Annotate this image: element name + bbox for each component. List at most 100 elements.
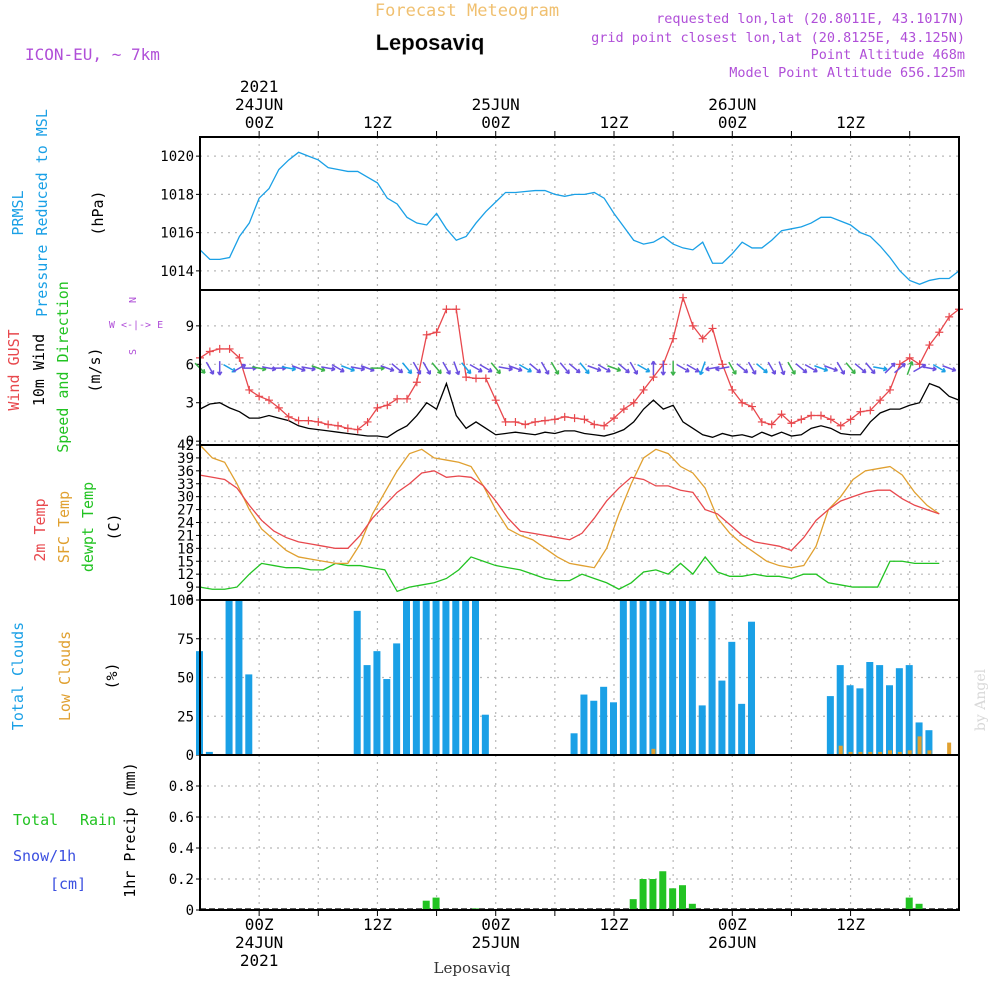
wind-direction-arrow <box>412 361 422 375</box>
gust-marker <box>836 421 845 430</box>
gust-marker <box>531 417 540 426</box>
panel-frame <box>199 136 960 291</box>
total-cloud-bar <box>432 600 440 755</box>
wind-direction-arrow <box>854 363 867 374</box>
gust-marker <box>255 392 264 401</box>
wind-gust-axis-label: Wind GUST <box>5 329 23 410</box>
gust-marker <box>669 334 678 343</box>
total-cloud-bar <box>472 600 479 755</box>
total-cloud-bar <box>669 600 677 755</box>
low-cloud-bar <box>651 748 656 755</box>
gust-marker <box>481 374 490 383</box>
gust-marker <box>728 385 737 394</box>
top-time-label: 00Z <box>245 113 274 132</box>
gust-marker <box>541 416 549 425</box>
gust-marker <box>817 411 825 420</box>
gust-marker <box>639 385 648 394</box>
wind-direction-arrow <box>301 366 316 372</box>
gust-marker <box>521 420 530 429</box>
y-tick-label: 0.2 <box>169 872 194 888</box>
gust-marker <box>334 421 342 430</box>
gust-marker <box>876 396 885 405</box>
wind-direction-arrow <box>587 365 602 373</box>
wind-direction-arrow <box>331 363 345 373</box>
total-cloud-bar <box>570 733 578 755</box>
gust-marker <box>826 415 835 424</box>
total-clouds-axis-label: Total Clouds <box>9 622 27 730</box>
wind-direction-arrow <box>836 361 846 375</box>
gust-marker <box>718 360 727 369</box>
wind-direction-arrow <box>461 362 472 375</box>
total-cloud-bar <box>649 600 657 755</box>
wind-direction-arrow <box>906 360 914 375</box>
gust-marker <box>708 324 717 333</box>
total-cloud-bar <box>688 600 696 755</box>
wind-direction-arrow <box>756 363 768 374</box>
wind-direction-arrow <box>217 361 223 376</box>
wind-direction-arrow <box>508 365 523 373</box>
y-tick-label: 1014 <box>160 264 194 280</box>
gust-marker <box>511 417 520 426</box>
low-cloud-bar <box>897 751 902 755</box>
total-cloud-bar <box>363 665 371 755</box>
total-cloud-bar <box>481 714 489 755</box>
y-tick-label: 0 <box>186 903 194 919</box>
total-cloud-bar <box>846 685 854 755</box>
y-tick-label: 30 <box>177 490 194 506</box>
total-cloud-bar <box>205 751 213 755</box>
wind-direction-arrow <box>804 363 818 373</box>
y-tick-label: 15 <box>177 554 194 570</box>
gust-marker <box>629 398 638 407</box>
gust-marker <box>560 412 569 421</box>
total-cloud-bar <box>462 600 470 755</box>
y-tick-label: 3 <box>186 396 194 412</box>
snow-unit-label: [cm] <box>50 875 86 893</box>
gust-marker <box>688 321 697 330</box>
y-tick-label: 39 <box>177 451 194 467</box>
top-year-label: 2021 <box>240 77 279 96</box>
wind-direction-arrow <box>660 361 666 376</box>
wind-direction-arrow <box>568 363 581 374</box>
total-cloud-bar <box>728 641 736 755</box>
gust-marker <box>235 353 244 362</box>
y-tick-label: 100 <box>169 593 194 609</box>
total-cloud-bar <box>610 702 617 755</box>
model-altitude: Model Point Altitude 656.125m <box>729 65 965 81</box>
total-cloud-bar <box>383 679 391 755</box>
wind-direction-arrow <box>498 366 513 372</box>
compass-north: N <box>128 297 139 303</box>
rain-bar <box>422 900 430 910</box>
gust-marker <box>442 305 451 314</box>
low-cloud-bar <box>848 751 853 755</box>
wind-direction-arrow <box>607 365 622 373</box>
gust-marker <box>856 407 865 416</box>
total-cloud-bar <box>708 600 716 755</box>
gust-marker <box>383 401 392 410</box>
top-time-label: 25JUN <box>472 95 520 114</box>
total-cloud-bar <box>452 600 460 755</box>
total-cloud-bar <box>619 600 627 755</box>
top-time-label: 00Z <box>718 113 747 132</box>
y-tick-label: 6 <box>186 593 194 609</box>
total-cloud-bar <box>403 600 410 755</box>
y-tick-label: 24 <box>177 516 194 532</box>
dewpoint-axis-label: dewpt Temp <box>79 482 97 572</box>
wind-direction-arrow <box>845 362 856 375</box>
y-tick-label: 21 <box>177 528 194 544</box>
gust-marker <box>225 344 234 353</box>
gust-marker <box>787 419 796 428</box>
gust-marker <box>886 385 894 394</box>
wind-direction-arrow <box>637 363 651 373</box>
gust-marker <box>314 417 323 426</box>
low-clouds-axis-label: Low Clouds <box>56 631 74 721</box>
wind-direction-arrow <box>795 363 808 374</box>
gust-marker <box>265 396 273 405</box>
total-cloud-bar <box>235 600 243 755</box>
y-tick-label: 9 <box>186 580 194 596</box>
wind-axis-label: 10m Wind <box>30 334 48 406</box>
gust-marker <box>797 415 806 424</box>
gust-marker <box>245 385 254 394</box>
wind-direction-arrow <box>453 361 461 376</box>
wind-direction-arrow <box>281 366 297 372</box>
